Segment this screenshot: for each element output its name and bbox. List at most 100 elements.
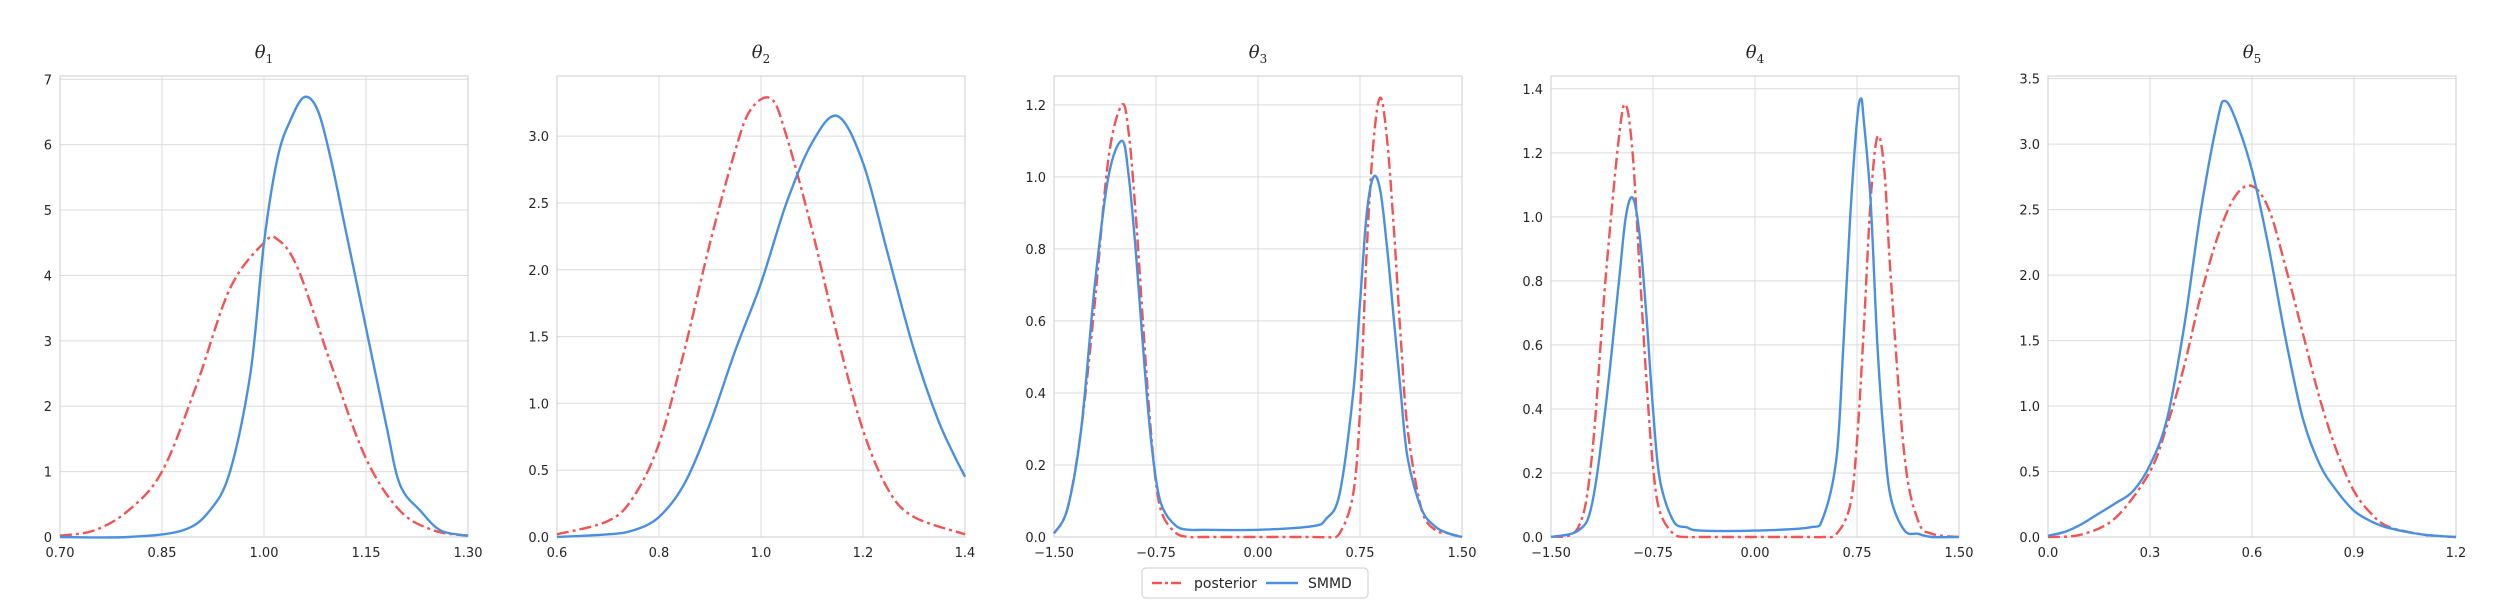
legend-label-smmd: SMMD — [1308, 576, 1352, 592]
panel-title-symbol: θ — [2243, 42, 2254, 63]
y-tick-label: 0.4 — [1522, 403, 1543, 418]
series-line-smmd — [59, 95, 469, 539]
panel-title-subscript: 2 — [763, 52, 771, 66]
series-line-posterior — [1052, 96, 1463, 539]
x-tick-label: 0.3 — [2140, 546, 2161, 561]
y-tick-label: 0.0 — [2019, 531, 2040, 546]
x-tick-label: 0.6 — [547, 546, 568, 561]
y-tick-label: 1.0 — [1025, 171, 1046, 186]
y-tick-label: 5 — [44, 204, 52, 219]
y-tick-label: 1.5 — [2019, 335, 2040, 350]
y-tick-label: 0 — [44, 531, 52, 546]
y-tick-label: 0.6 — [1025, 315, 1046, 330]
legend: posterior SMMD — [1141, 567, 1369, 599]
panel-title-symbol: θ — [255, 42, 266, 63]
panel-5: 0.0 0.3 0.6 0.9 1.2 0.0 0.5 1.0 1.5 2.0 2.5 3.0 3.5 θ… — [2019, 42, 2466, 561]
x-tick-label: 0.75 — [1843, 546, 1872, 561]
panel-title: θ2 — [752, 42, 770, 66]
x-tick-label: 0.00 — [1244, 546, 1273, 561]
y-tick-label: 7 — [44, 73, 52, 88]
panel-title: θ5 — [2243, 42, 2261, 66]
y-tick-label: 2.0 — [528, 264, 549, 279]
y-tick-label: 1.5 — [528, 331, 549, 346]
panel-title-subscript: 3 — [1260, 52, 1268, 66]
y-tick-label: 0.2 — [1522, 467, 1543, 482]
y-tick-label: 1.4 — [1522, 83, 1543, 98]
series-line-posterior — [1550, 102, 1960, 539]
y-tick-label: 0.2 — [1025, 459, 1046, 474]
series-line-posterior — [59, 235, 469, 537]
x-tick-label: 1.4 — [955, 546, 976, 561]
y-tick-label: 3 — [44, 335, 52, 350]
panel-title: θ1 — [255, 42, 273, 66]
x-tick-label: −1.50 — [1531, 546, 1571, 561]
y-tick-label: 4 — [44, 269, 52, 284]
y-tick-label: 0.8 — [1522, 275, 1543, 290]
y-tick-label: 1.0 — [528, 397, 549, 412]
series-line-smmd — [556, 114, 967, 539]
x-tick-label: 0.8 — [649, 546, 670, 561]
x-tick-label: −1.50 — [1034, 546, 1074, 561]
series-line-posterior — [2047, 184, 2457, 539]
y-tick-label: 0.5 — [528, 464, 549, 479]
y-tick-label: 2.0 — [2019, 269, 2040, 284]
x-tick-label: 1.0 — [751, 546, 772, 561]
panel-3: −1.50 −0.75 0.00 0.75 1.50 0.0 0.2 0.4 0.6 0.8 1.0… — [1025, 42, 1476, 561]
x-tick-label: 1.30 — [454, 546, 483, 561]
x-tick-label: −0.75 — [1136, 546, 1176, 561]
y-tick-label: 2.5 — [2019, 204, 2040, 219]
y-tick-label: 0.0 — [1025, 531, 1046, 546]
x-tick-label: 0.9 — [2344, 546, 2365, 561]
panel-title-subscript: 4 — [1757, 52, 1765, 66]
series-line-smmd — [2047, 99, 2457, 539]
legend-label-posterior: posterior — [1194, 576, 1257, 592]
y-tick-label: 1.2 — [1025, 99, 1046, 114]
y-tick-label: 0.0 — [1522, 531, 1543, 546]
panel-title-symbol: θ — [752, 42, 763, 63]
series-line-posterior — [556, 96, 966, 536]
panel-title-subscript: 1 — [266, 52, 274, 66]
y-tick-label: 0.0 — [528, 531, 549, 546]
y-tick-label: 6 — [44, 139, 52, 154]
x-tick-label: 1.50 — [1945, 546, 1974, 561]
y-tick-label: 2.5 — [528, 197, 549, 212]
x-tick-label: 0.00 — [1741, 546, 1770, 561]
panel-title-symbol: θ — [1746, 42, 1757, 63]
panel-4: −1.50 −0.75 0.00 0.75 1.50 0.0 0.2 0.4 0.6 0.8 1.0… — [1522, 42, 1973, 561]
plot-frame — [2047, 75, 2457, 538]
x-tick-label: 1.2 — [853, 546, 874, 561]
x-tick-label: −0.75 — [1633, 546, 1673, 561]
panel-title: θ4 — [1746, 42, 1765, 66]
x-tick-label: 1.00 — [250, 546, 279, 561]
y-tick-label: 3.0 — [528, 130, 549, 145]
y-tick-label: 1 — [44, 466, 52, 481]
panel-title: θ3 — [1249, 42, 1267, 66]
y-tick-label: 0.6 — [1522, 339, 1543, 354]
y-tick-label: 0.4 — [1025, 387, 1046, 402]
x-tick-label: 1.2 — [2446, 546, 2467, 561]
y-tick-label: 0.5 — [2019, 466, 2040, 481]
panel-title-symbol: θ — [1249, 42, 1260, 63]
panel-2: 0.6 0.8 1.0 1.2 1.4 0.0 0.5 1.0 1.5 2.0 2.5 3.0 θ2 — [528, 42, 975, 561]
y-tick-label: 1.0 — [1522, 211, 1543, 226]
x-tick-label: 1.50 — [1448, 546, 1477, 561]
plot-frame — [1053, 75, 1463, 538]
plot-frame — [59, 75, 469, 538]
panel-title-subscript: 5 — [2254, 52, 2262, 66]
y-tick-label: 2 — [44, 400, 52, 415]
x-tick-label: 1.15 — [352, 546, 381, 561]
x-tick-label: 0.6 — [2242, 546, 2263, 561]
y-tick-label: 0.8 — [1025, 243, 1046, 258]
y-tick-label: 1.2 — [1522, 147, 1543, 162]
plot-frame — [556, 75, 966, 538]
series-line-smmd — [1052, 139, 1463, 539]
y-tick-label: 3.5 — [2019, 73, 2040, 88]
y-tick-label: 1.0 — [2019, 400, 2040, 415]
x-tick-label: 0.70 — [46, 546, 75, 561]
x-tick-label: 0.75 — [1346, 546, 1375, 561]
legend-box — [1141, 567, 1369, 599]
y-tick-label: 3.0 — [2019, 138, 2040, 153]
series-line-smmd — [1550, 97, 1960, 539]
